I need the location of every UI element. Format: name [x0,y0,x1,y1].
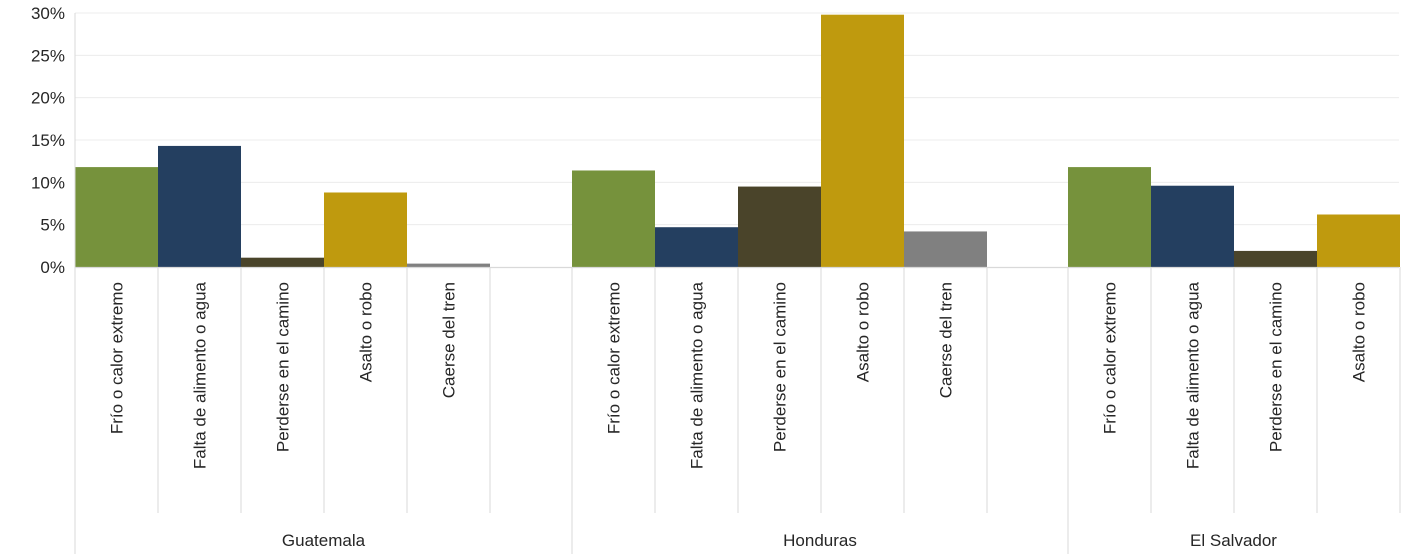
y-tick-label: 10% [31,173,65,192]
bar-el-salvador-asalto-o-robo [1317,214,1400,267]
bar-honduras-falta-de-alimento-o-agua [655,227,738,267]
bar-honduras-frio-o-calor-extremo [572,170,655,267]
category-label: Asalto o robo [1350,282,1369,382]
bar-guatemala-perderse-en-el-camino [241,257,324,267]
y-tick-label: 30% [31,4,65,23]
category-label: Asalto o robo [854,282,873,382]
category-label: Asalto o robo [357,282,376,382]
y-tick-label: 15% [31,131,65,150]
y-tick-label: 5% [40,216,65,235]
bar-guatemala-asalto-o-robo [324,192,407,267]
category-label: Perderse en el camino [1267,282,1286,452]
group-label: Honduras [783,531,857,550]
category-label: Frío o calor extremo [108,282,127,434]
category-label: Caerse del tren [937,282,956,398]
y-tick-label: 20% [31,89,65,108]
bars [75,14,1400,268]
bar-el-salvador-perderse-en-el-camino [1234,250,1317,267]
category-label: Falta de alimento o agua [1184,281,1203,469]
category-label: Frío o calor extremo [605,282,624,434]
group-label: El Salvador [1190,531,1277,550]
axes [74,13,1401,554]
bar-guatemala-frio-o-calor-extremo [75,167,158,267]
bar-honduras-asalto-o-robo [821,14,904,268]
category-label: Frío o calor extremo [1101,282,1120,434]
labels: 0% 5% 10% 15% 20% 25% 30% Frío o calor extremo F… [31,4,1369,550]
group-label: Guatemala [282,531,366,550]
bar-honduras-caerse-del-tren [904,231,987,267]
bar-el-salvador-frio-o-calor-extremo [1068,167,1151,267]
category-label: Perderse en el camino [274,282,293,452]
bar-guatemala-falta-de-alimento-o-agua [158,145,241,267]
category-label: Falta de alimento o agua [191,281,210,469]
bar-el-salvador-falta-de-alimento-o-agua [1151,185,1234,267]
category-label: Caerse del tren [440,282,459,398]
bar-guatemala-caerse-del-tren [407,263,490,267]
bar-honduras-perderse-en-el-camino [738,186,821,267]
y-tick-label: 25% [31,46,65,65]
category-label: Perderse en el camino [771,282,790,452]
y-tick-label: 0% [40,258,65,277]
category-label: Falta de alimento o agua [688,281,707,469]
